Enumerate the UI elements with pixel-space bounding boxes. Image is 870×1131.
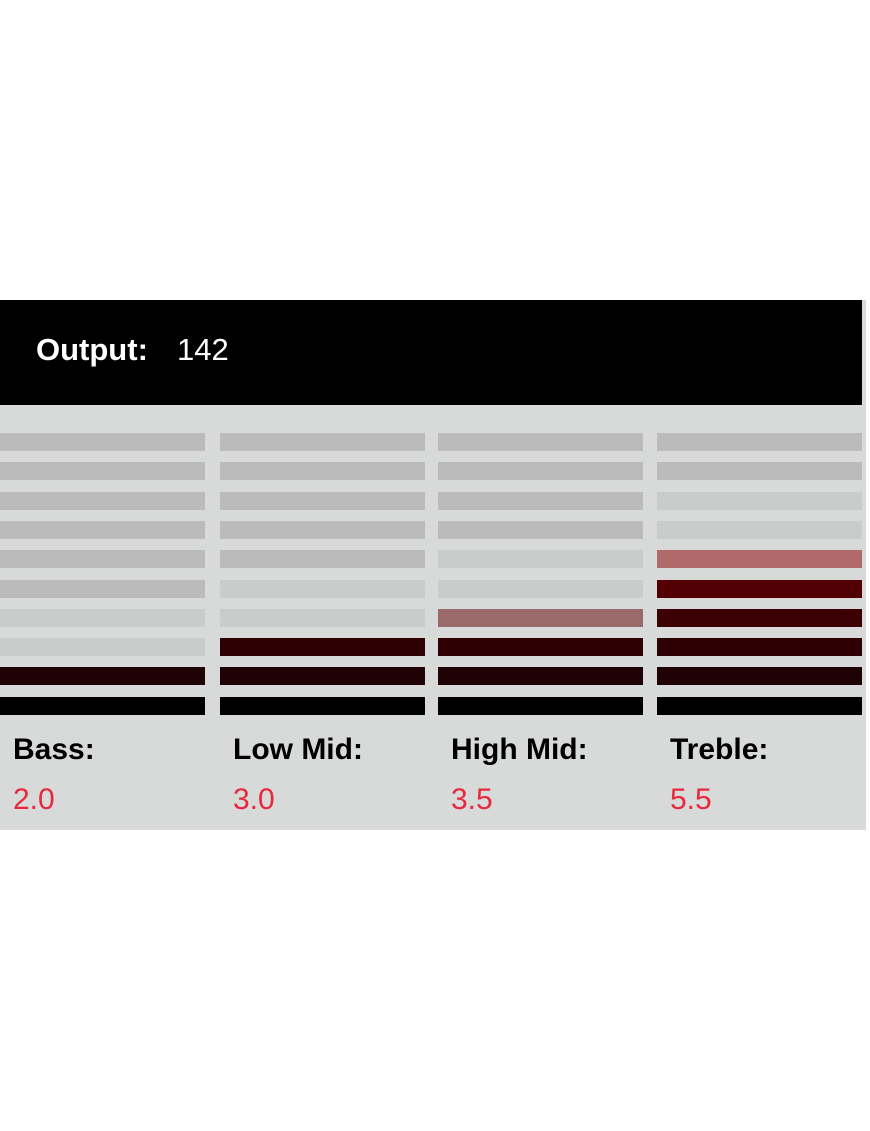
equalizer-panel: Output: 142 Bass: 2.0 Low Mid: 3.0 High Mid:…	[0, 300, 866, 830]
meter-segment	[438, 462, 643, 481]
band-label: High Mid:	[451, 733, 588, 766]
band-label: Treble:	[670, 733, 769, 766]
meter	[220, 433, 425, 726]
meter-segment	[438, 638, 643, 657]
meter-segment	[0, 491, 205, 510]
meter-segment	[220, 491, 425, 510]
meter-segment	[438, 579, 643, 598]
meter-segment	[657, 667, 862, 686]
output-label: Output:	[36, 332, 148, 367]
meter-segment	[657, 696, 862, 715]
meter-segment	[220, 608, 425, 627]
meter-segment	[657, 579, 862, 598]
band-value: 3.0	[233, 783, 275, 816]
meter-segment	[438, 491, 643, 510]
meter-segment	[438, 608, 643, 627]
meter	[438, 433, 643, 726]
meter-segment	[220, 433, 425, 451]
meter	[657, 433, 862, 726]
meter	[0, 433, 205, 726]
output-header: Output: 142	[0, 300, 862, 405]
meter-segment	[438, 520, 643, 539]
meter-segment	[657, 608, 862, 627]
meter-segment	[438, 433, 643, 451]
meter-segment	[0, 638, 205, 657]
band-label: Bass:	[13, 733, 95, 766]
meter-segment	[220, 520, 425, 539]
meter-segment	[0, 520, 205, 539]
meter-segment	[657, 638, 862, 657]
band-value: 3.5	[451, 783, 493, 816]
meter-segment	[657, 462, 862, 481]
meter-segment	[220, 462, 425, 481]
meter-segment	[0, 696, 205, 715]
meter-segment	[220, 638, 425, 657]
meter-segment	[0, 579, 205, 598]
meter-segment	[0, 462, 205, 481]
meter-segment	[220, 667, 425, 686]
meter-segment	[0, 608, 205, 627]
band-value: 2.0	[13, 783, 55, 816]
meter-segment	[657, 433, 862, 451]
meter-segment	[0, 667, 205, 686]
meter-segment	[220, 579, 425, 598]
meter-segment	[657, 550, 862, 569]
meter-segment	[657, 520, 862, 539]
meter-segment	[438, 667, 643, 686]
meter-segment	[657, 491, 862, 510]
meter-segment	[0, 550, 205, 569]
band-value: 5.5	[670, 783, 712, 816]
meter-segment	[438, 696, 643, 715]
meter-segment	[220, 696, 425, 715]
meter-segment	[220, 550, 425, 569]
meter-segment	[0, 433, 205, 451]
meter-segment	[438, 550, 643, 569]
output-value: 142	[177, 332, 229, 367]
band-label: Low Mid:	[233, 733, 363, 766]
